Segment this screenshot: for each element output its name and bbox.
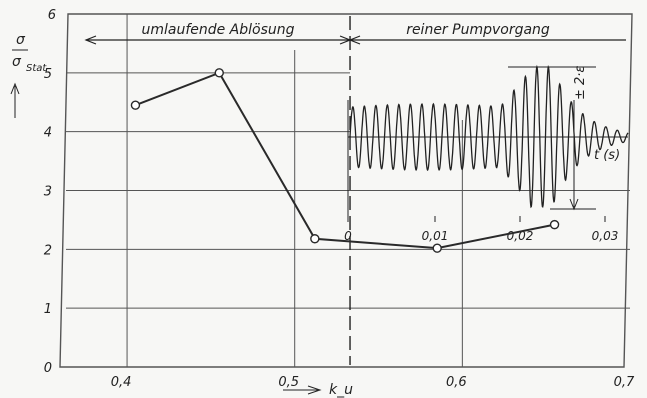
inset-tick-labels: 0 0,01 0,02 0,03 — [344, 100, 618, 243]
region-right-label: reiner Pumpvorgang — [406, 22, 550, 38]
data-point-marker — [549, 219, 560, 230]
y-tick-label: 2 — [44, 243, 52, 258]
y-tick-label: 6 — [48, 8, 56, 23]
y-label-denominator: σ — [12, 54, 22, 70]
x-axis-arrowhead — [307, 385, 322, 395]
data-point-marker — [432, 243, 442, 253]
y-tick-label: 5 — [44, 67, 52, 82]
x-tick-label: 0,5 — [278, 375, 299, 390]
y-tick-labels: 0 1 2 3 4 5 6 — [44, 8, 56, 376]
amplitude-arrowhead — [569, 198, 579, 211]
y-axis-label: σ σ Stat — [10, 32, 47, 118]
inset-wave-signal — [349, 64, 629, 209]
y-tick-label: 3 — [44, 185, 52, 200]
x-axis-label: k_u — [329, 382, 353, 398]
y-tick-label: 4 — [44, 126, 52, 141]
y-tick-label: 1 — [44, 302, 52, 317]
inset-amplitude-label: ± 2·ε — [573, 66, 588, 100]
inset-tick-label: 0 — [344, 229, 352, 243]
data-point-marker — [214, 68, 224, 78]
inset-tick-label: 0,03 — [592, 229, 619, 243]
data-markers — [130, 68, 560, 253]
y-label-numerator: σ — [16, 32, 26, 48]
data-series — [135, 71, 555, 250]
x-tick-label: 0,4 — [111, 375, 132, 390]
arrowhead-left — [84, 35, 97, 45]
plot-frame — [59, 13, 633, 368]
arrowhead-boundary-right — [348, 35, 361, 45]
y-axis-arrowhead — [10, 82, 20, 95]
x-tick-label: 0,7 — [614, 375, 635, 390]
data-point-marker — [130, 100, 141, 110]
inset-tick-label: 0,01 — [422, 229, 449, 243]
region-arrowheads — [84, 35, 361, 45]
x-tick-label: 0,6 — [446, 375, 467, 390]
series-line — [135, 71, 555, 250]
y-tick-label: 0 — [44, 361, 52, 376]
x-tick-labels: 0,4 0,5 0,6 0,7 — [111, 375, 635, 390]
inset-waveform: 0 0,01 0,02 0,03 t (s) ± 2·ε — [344, 64, 629, 243]
y-label-subscript: Stat — [26, 63, 47, 74]
x-axis-label-group: k_u — [283, 382, 353, 398]
data-point-marker — [310, 234, 320, 244]
region-left-label: umlaufende Ablösung — [141, 22, 294, 38]
inset-amplitude-marker — [508, 66, 596, 211]
frame-border — [59, 13, 633, 368]
inset-time-label: t (s) — [594, 148, 620, 163]
